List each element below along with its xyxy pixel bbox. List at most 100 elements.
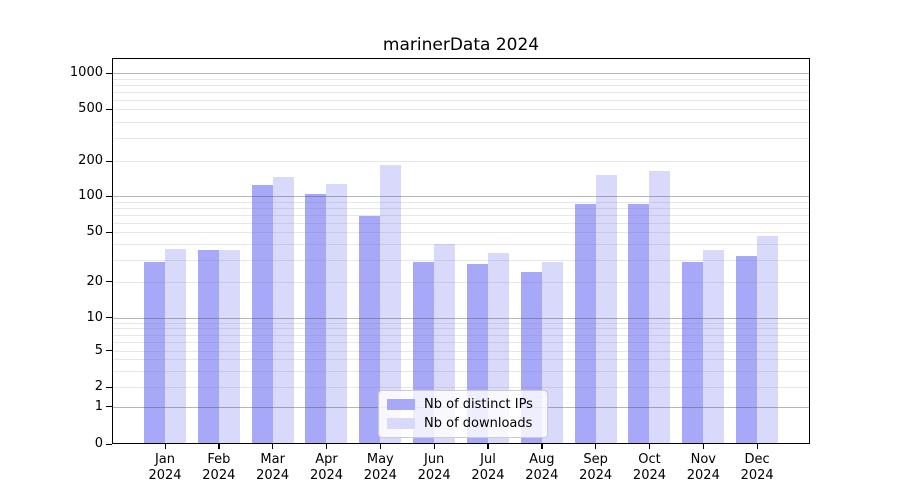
x-tick-label-dec: Dec 2024: [740, 452, 774, 483]
y-tick-label-2: 2: [94, 379, 103, 394]
x-tick-label-jun: Jun 2024: [417, 452, 451, 483]
gridline-y-20: [112, 281, 810, 283]
bar-downloads-oct: [649, 170, 671, 444]
legend-swatch-icon: [387, 399, 415, 410]
y-tick-mark-20: [106, 281, 112, 283]
y-tick-mark-200: [106, 160, 112, 162]
gridline-y-80: [112, 207, 810, 209]
x-tick-label-aug: Aug 2024: [525, 452, 559, 483]
bar-distinct-ips-nov: [682, 261, 704, 444]
legend: Nb of distinct IPs Nb of downloads: [378, 390, 548, 438]
x-tick-mark-nov: [702, 444, 705, 449]
bar-downloads-mar: [272, 177, 294, 444]
x-tick-label-jan: Jan 2024: [148, 452, 182, 483]
gridline-y-2: [112, 387, 810, 388]
gridline-y-1000: [112, 73, 810, 74]
gridline-y-500: [112, 109, 810, 111]
x-tick-mark-aug: [541, 444, 543, 449]
bar-downloads-apr: [326, 184, 348, 444]
x-tick-mark-sep: [595, 444, 597, 449]
bar-distinct-ips-feb: [197, 250, 219, 444]
gridline-y-50: [112, 232, 810, 234]
gridline-y-300: [112, 138, 810, 140]
legend-row-downloads: Nb of downloads: [387, 416, 547, 431]
bar-downloads-jan: [165, 248, 186, 444]
bar-distinct-ips-sep: [574, 203, 596, 444]
y-tick-label-1000: 1000: [69, 65, 103, 80]
chart-title: marinerData 2024: [382, 35, 540, 55]
gridline-y-100: [112, 196, 810, 198]
legend-label: Nb of distinct IPs: [424, 397, 533, 412]
gridline-y-5: [112, 350, 810, 352]
y-tick-label-20: 20: [86, 273, 103, 289]
bar-downloads-sep: [595, 174, 617, 444]
y-tick-label-500: 500: [78, 101, 103, 117]
y-tick-label-0: 0: [94, 436, 103, 451]
bar-distinct-ips-jan: [144, 261, 165, 444]
legend-row-distinct-ips: Nb of distinct IPs: [387, 397, 547, 412]
x-tick-mark-apr: [325, 444, 328, 449]
x-tick-mark-mar: [272, 444, 274, 449]
gridline-y-4: [112, 359, 810, 361]
x-tick-label-nov: Nov 2024: [686, 452, 720, 483]
gridline-y-800: [112, 84, 810, 86]
x-tick-label-may: May 2024: [363, 452, 397, 483]
bar-downloads-nov: [703, 250, 725, 444]
x-tick-label-apr: Apr 2024: [309, 452, 344, 483]
y-tick-label-10: 10: [86, 309, 103, 325]
y-tick-label-100: 100: [78, 188, 103, 204]
y-tick-mark-500: [106, 108, 112, 111]
gridline-y-10: [112, 317, 810, 319]
plot-area: [112, 58, 810, 444]
gridline-y-90: [112, 201, 810, 203]
bar-downloads-may: [380, 164, 402, 444]
y-tick-mark-100: [106, 195, 112, 198]
bar-downloads-feb: [218, 250, 240, 444]
legend-swatch-icon: [387, 418, 415, 429]
bar-distinct-ips-apr: [305, 194, 327, 444]
y-tick-mark-5: [106, 350, 112, 352]
gridline-y-600: [112, 99, 810, 101]
bar-distinct-ips-oct: [628, 203, 650, 444]
y-tick-label-200: 200: [78, 153, 103, 168]
x-tick-label-feb: Feb 2024: [202, 452, 236, 483]
gridline-y-9: [112, 322, 810, 324]
gridline-y-700: [112, 91, 810, 93]
x-tick-label-sep: Sep 2024: [579, 452, 613, 483]
bar-distinct-ips-mar: [251, 184, 273, 444]
y-tick-mark-2: [106, 386, 112, 388]
x-tick-mark-jan: [164, 444, 166, 449]
y-tick-label-50: 50: [86, 224, 103, 240]
x-tick-mark-dec: [756, 444, 758, 449]
y-tick-mark-50: [106, 231, 112, 234]
gridline-y-900: [112, 78, 810, 80]
gridline-y-8: [112, 328, 810, 330]
gridline-y-30: [112, 259, 810, 261]
gridline-y-3: [112, 370, 810, 372]
gridline-y-60: [112, 222, 810, 224]
x-tick-label-oct: Oct 2024: [632, 452, 667, 483]
bar-distinct-ips-may: [359, 215, 381, 444]
x-tick-mark-jun: [433, 444, 435, 449]
x-tick-label-jul: Jul 2024: [471, 452, 505, 483]
legend-label: Nb of downloads: [424, 416, 533, 431]
y-tick-mark-1000: [106, 72, 112, 74]
gridline-y-7: [112, 334, 810, 336]
x-tick-mark-may: [379, 444, 382, 449]
y-tick-label-1: 1: [94, 398, 103, 414]
gridline-y-6: [112, 341, 810, 343]
gridline-y-400: [112, 121, 810, 123]
y-tick-mark-1: [106, 406, 112, 408]
x-tick-mark-feb: [218, 444, 220, 449]
y-tick-mark-0: [106, 443, 112, 445]
bar-downloads-dec: [757, 235, 779, 444]
x-tick-label-mar: Mar 2024: [256, 452, 290, 483]
x-tick-mark-jul: [487, 444, 489, 449]
y-tick-label-5: 5: [94, 342, 103, 358]
bar-distinct-ips-dec: [736, 256, 758, 444]
gridline-y-40: [112, 244, 810, 246]
gridline-y-70: [112, 214, 810, 216]
y-tick-mark-10: [106, 317, 112, 319]
x-tick-mark-oct: [648, 444, 651, 449]
